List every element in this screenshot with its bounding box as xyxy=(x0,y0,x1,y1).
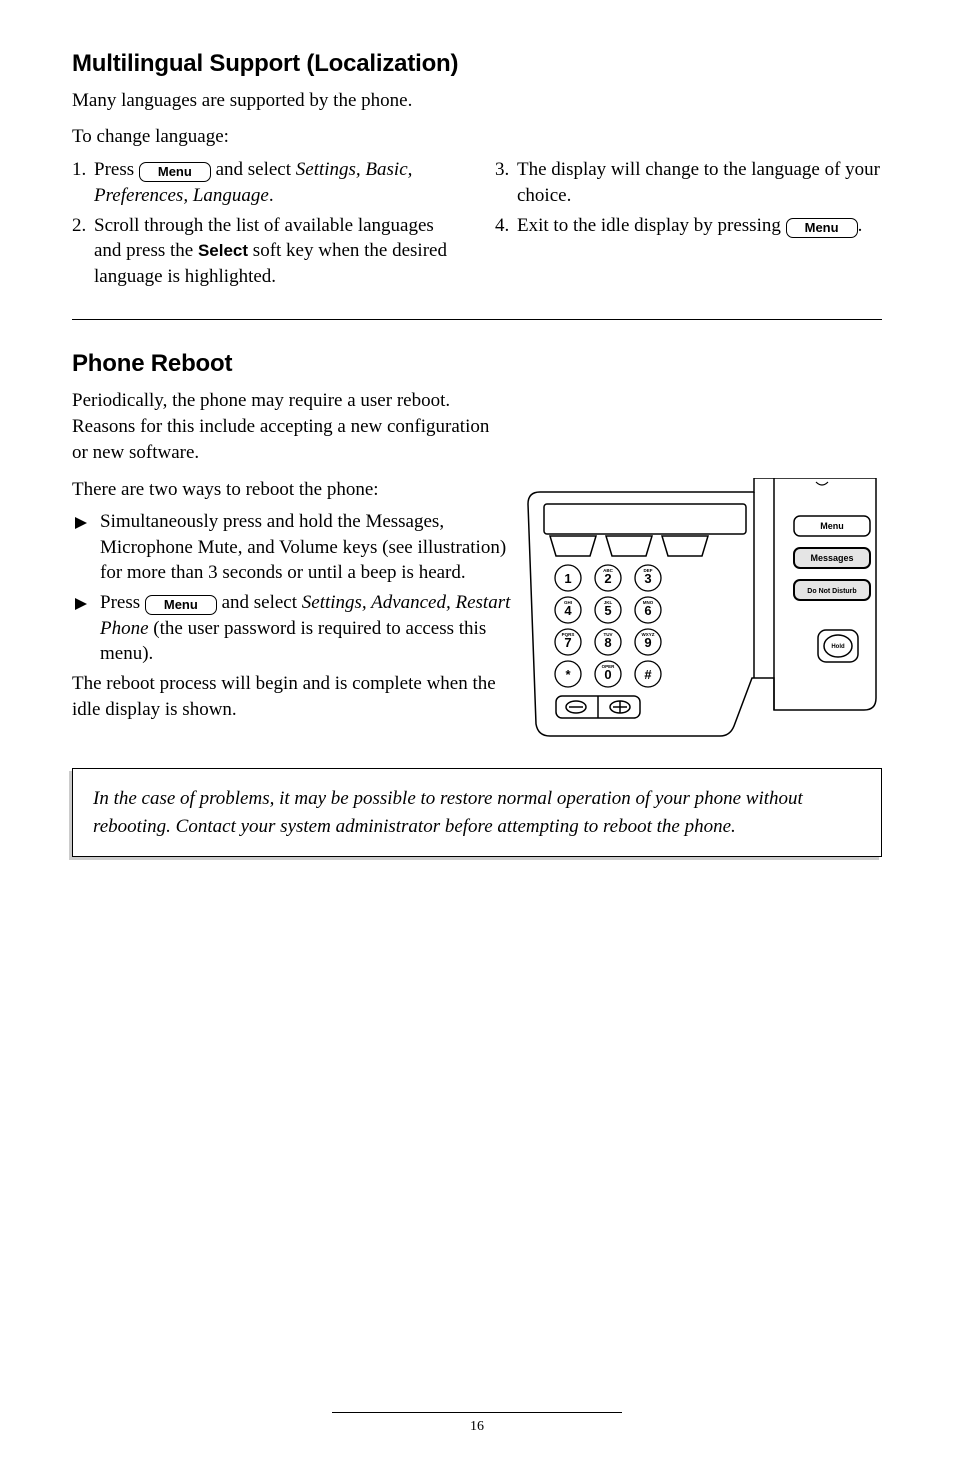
svg-text:MNO: MNO xyxy=(643,600,654,605)
step-1-text-a: Press xyxy=(94,159,139,180)
step-1-text-d: . xyxy=(269,185,274,206)
section2-p1: Periodically, the phone may require a us… xyxy=(72,388,502,465)
arrow-icon xyxy=(74,593,88,619)
svg-text:1: 1 xyxy=(564,571,571,586)
section1-title: Multilingual Support (Localization) xyxy=(72,50,882,78)
section1-intro1: Many languages are supported by the phon… xyxy=(72,88,882,114)
note-box: In the case of problems, it may be possi… xyxy=(72,768,882,857)
step-4: 4. Exit to the idle display by pressing … xyxy=(517,213,882,239)
bullet-2: Press Menu and select Settings, Advanced… xyxy=(100,590,512,667)
step-2-num: 2. xyxy=(72,213,86,239)
bullet-1-text: Simultaneously press and hold the Messag… xyxy=(100,511,506,583)
note-text: In the case of problems, it may be possi… xyxy=(93,788,803,837)
bullet-2-text-d: (the user password is required to access… xyxy=(100,618,486,665)
menu-keycap: Menu xyxy=(786,218,858,238)
arrow-icon xyxy=(74,512,88,538)
svg-text:0: 0 xyxy=(604,667,611,682)
phone-illustration: 12ABC3DEF4GHI5JKL6MNO7PQRS8TUV9WXYZ*0OPE… xyxy=(522,478,882,753)
step-3: 3. The display will change to the langua… xyxy=(517,157,882,208)
step-1: 1. Press Menu and select Settings, Basic… xyxy=(94,157,459,208)
select-softkey-label: Select xyxy=(198,241,248,260)
svg-text:DEF: DEF xyxy=(644,568,653,573)
step-4-num: 4. xyxy=(495,213,509,239)
step-4-text-b: . xyxy=(858,215,863,236)
svg-text:Menu: Menu xyxy=(820,521,844,531)
section2-p2: There are two ways to reboot the phone: xyxy=(72,477,502,503)
section-divider xyxy=(72,319,882,320)
step-1-text-b: and select xyxy=(211,159,296,180)
step-1-num: 1. xyxy=(72,157,86,183)
svg-text:PQRS: PQRS xyxy=(562,632,575,637)
hold-label: Hold xyxy=(831,644,845,650)
svg-text:#: # xyxy=(644,667,652,682)
step-3-num: 3. xyxy=(495,157,509,183)
bullet-2-text-b: and select xyxy=(217,592,302,613)
svg-text:9: 9 xyxy=(644,635,651,650)
page-number: 16 xyxy=(0,1419,954,1435)
section1-left-col: 1. Press Menu and select Settings, Basic… xyxy=(72,157,459,293)
svg-text:JKL: JKL xyxy=(604,600,613,605)
phone-svg: 12ABC3DEF4GHI5JKL6MNO7PQRS8TUV9WXYZ*0OPE… xyxy=(522,478,882,748)
page-footer: 16 xyxy=(0,1412,954,1435)
step-3-text: The display will change to the language … xyxy=(517,159,880,206)
svg-text:Do Not Disturb: Do Not Disturb xyxy=(807,588,856,595)
section2-p3: The reboot process will begin and is com… xyxy=(72,671,512,722)
section1-intro2: To change language: xyxy=(72,124,882,150)
section1-right-col: 3. The display will change to the langua… xyxy=(495,157,882,293)
svg-text:GHI: GHI xyxy=(564,600,572,605)
svg-text:2: 2 xyxy=(604,571,611,586)
section2-title: Phone Reboot xyxy=(72,350,882,378)
bullet-2-text-a: Press xyxy=(100,592,145,613)
svg-text:WXYZ: WXYZ xyxy=(642,632,655,637)
menu-keycap: Menu xyxy=(139,162,211,182)
svg-text:8: 8 xyxy=(604,635,611,650)
svg-text:3: 3 xyxy=(644,571,651,586)
svg-text:TUV: TUV xyxy=(604,632,613,637)
svg-text:OPER: OPER xyxy=(602,664,616,669)
menu-keycap: Menu xyxy=(145,595,217,615)
step-2: 2. Scroll through the list of available … xyxy=(94,213,459,290)
svg-text:5: 5 xyxy=(604,603,611,618)
svg-text:4: 4 xyxy=(564,603,572,618)
svg-text:Messages: Messages xyxy=(810,553,853,563)
bullet-1: Simultaneously press and hold the Messag… xyxy=(100,509,512,586)
step-4-text-a: Exit to the idle display by pressing xyxy=(517,215,786,236)
svg-text:7: 7 xyxy=(564,635,571,650)
footer-rule xyxy=(332,1412,622,1413)
svg-text:6: 6 xyxy=(644,603,651,618)
svg-text:ABC: ABC xyxy=(603,568,613,573)
